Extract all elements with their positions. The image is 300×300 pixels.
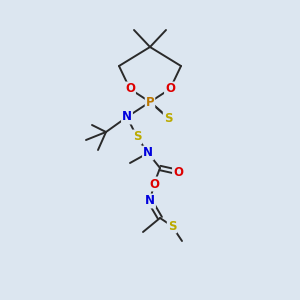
Text: O: O bbox=[125, 82, 135, 95]
Text: S: S bbox=[133, 130, 141, 143]
Text: S: S bbox=[164, 112, 172, 124]
Text: N: N bbox=[145, 194, 155, 208]
Text: O: O bbox=[173, 166, 183, 178]
Text: O: O bbox=[149, 178, 159, 190]
Text: S: S bbox=[168, 220, 176, 232]
Text: O: O bbox=[165, 82, 175, 95]
Text: P: P bbox=[146, 95, 154, 109]
Text: N: N bbox=[122, 110, 132, 124]
Text: N: N bbox=[143, 146, 153, 160]
